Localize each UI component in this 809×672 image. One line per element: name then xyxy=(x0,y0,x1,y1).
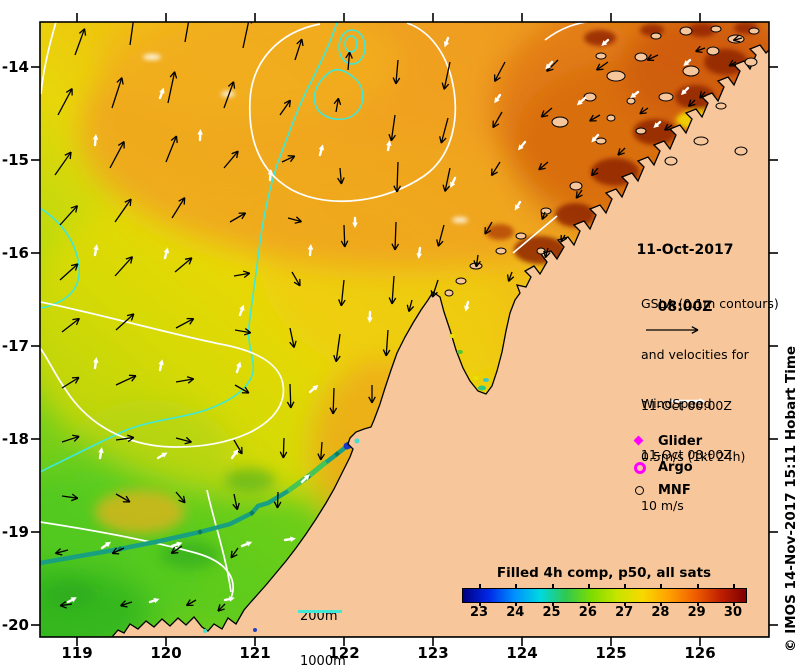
imos-watermark: © IMOS 14-Nov-2017 15:11 Hobart Time xyxy=(783,345,799,652)
colorbar-tick xyxy=(551,584,554,589)
colorbar-tick-label: 23 xyxy=(469,605,489,620)
shallow-water-dots xyxy=(203,334,489,633)
y-tick-label: -14 xyxy=(1,58,29,76)
argo-legend-label: Argo xyxy=(658,460,693,475)
gsla-line3: 11-Oct 00:00Z xyxy=(641,398,732,413)
x-tick-label: 126 xyxy=(684,644,716,662)
colorbar-tick-label: 25 xyxy=(542,605,561,620)
glider-legend-label: Glider xyxy=(658,434,703,449)
islands xyxy=(444,25,760,297)
colorbar-tick-label: 28 xyxy=(651,605,670,620)
argo-circle-icon xyxy=(634,462,646,474)
datetime-label: 11-Oct-2017 08:00Z xyxy=(630,203,740,336)
colorbar-tick xyxy=(732,602,735,606)
y-tick-label: -19 xyxy=(1,523,29,541)
wind-line1: WindSpeed xyxy=(641,396,712,411)
colorbar-tick xyxy=(696,584,699,589)
wind-line3: 10 m/s xyxy=(641,498,684,513)
x-tick-label: 124 xyxy=(506,644,538,662)
depth-200m-label: 200m xyxy=(300,609,338,624)
colorbar-tick xyxy=(732,584,735,589)
colorbar-tick-label: 26 xyxy=(578,605,597,620)
bathymetry-contours xyxy=(40,22,366,473)
velocity-and-wind-vectors xyxy=(54,22,743,612)
datetime-date: 11-Oct-2017 xyxy=(636,242,734,258)
colorbar-tick xyxy=(515,584,518,589)
land-mass xyxy=(111,25,769,637)
colorbar-tick xyxy=(515,602,518,606)
x-tick-label: 122 xyxy=(328,644,360,662)
gsla-line4: 0.5m/s (1kt 24h) xyxy=(641,449,746,464)
colorbar-tick xyxy=(696,602,699,606)
colorbar-tick-label: 24 xyxy=(506,605,525,620)
colorbar-tick xyxy=(624,602,627,606)
colorbar-tick xyxy=(479,584,481,589)
y-tick-label: -20 xyxy=(1,616,29,634)
y-tick-label: -15 xyxy=(1,151,29,169)
gsla-line2: and velocities for xyxy=(641,347,749,362)
datetime-time: 08:00Z xyxy=(657,299,713,315)
colorbar-tick xyxy=(479,602,481,606)
gsla-contours xyxy=(40,22,592,599)
axis-ticks xyxy=(31,13,778,646)
depth-1000m-label: 1000m xyxy=(300,654,346,669)
colorbar-tick xyxy=(587,584,590,589)
colorbar-tick-label: 30 xyxy=(723,605,742,620)
y-tick-label: -17 xyxy=(1,337,29,355)
colorbar-tick xyxy=(660,584,663,589)
gsla-info-block: GSLA (0.1m contours) and velocities for … xyxy=(641,261,779,482)
colorbar-title: Filled 4h comp, p50, all sats xyxy=(496,565,712,581)
colorbar-tick xyxy=(587,602,590,606)
colorbar-tick-label: 29 xyxy=(687,605,706,620)
gsla-line1: GSLA (0.1m contours) xyxy=(641,296,779,311)
x-tick-label: 123 xyxy=(417,644,449,662)
depth-contour-line-sample xyxy=(298,610,342,613)
colorbar-tick-label: 27 xyxy=(615,605,634,620)
wind-info-block: WindSpeed 11-Oct 08:00Z 10 m/s xyxy=(641,361,732,531)
colorbar xyxy=(462,584,747,606)
y-tick-label: -16 xyxy=(1,244,29,262)
sst-field xyxy=(40,22,769,637)
depth-contour-legend: 200m 1000m xyxy=(300,579,346,672)
x-tick-label: 121 xyxy=(239,644,271,662)
y-tick-label: -18 xyxy=(1,430,29,448)
colorbar-tick xyxy=(551,602,554,606)
x-tick-label: 119 xyxy=(61,644,93,662)
mnf-legend-label: MNF xyxy=(658,483,691,498)
x-tick-label: 125 xyxy=(595,644,627,662)
colorbar-tick xyxy=(624,584,627,589)
x-tick-label: 120 xyxy=(150,644,182,662)
mnf-circle-icon xyxy=(635,486,644,495)
map-frame xyxy=(39,21,770,638)
colorbar-tick xyxy=(660,602,663,606)
wind-line2: 11-Oct 08:00Z xyxy=(641,447,732,462)
reference-arrows xyxy=(646,326,705,404)
